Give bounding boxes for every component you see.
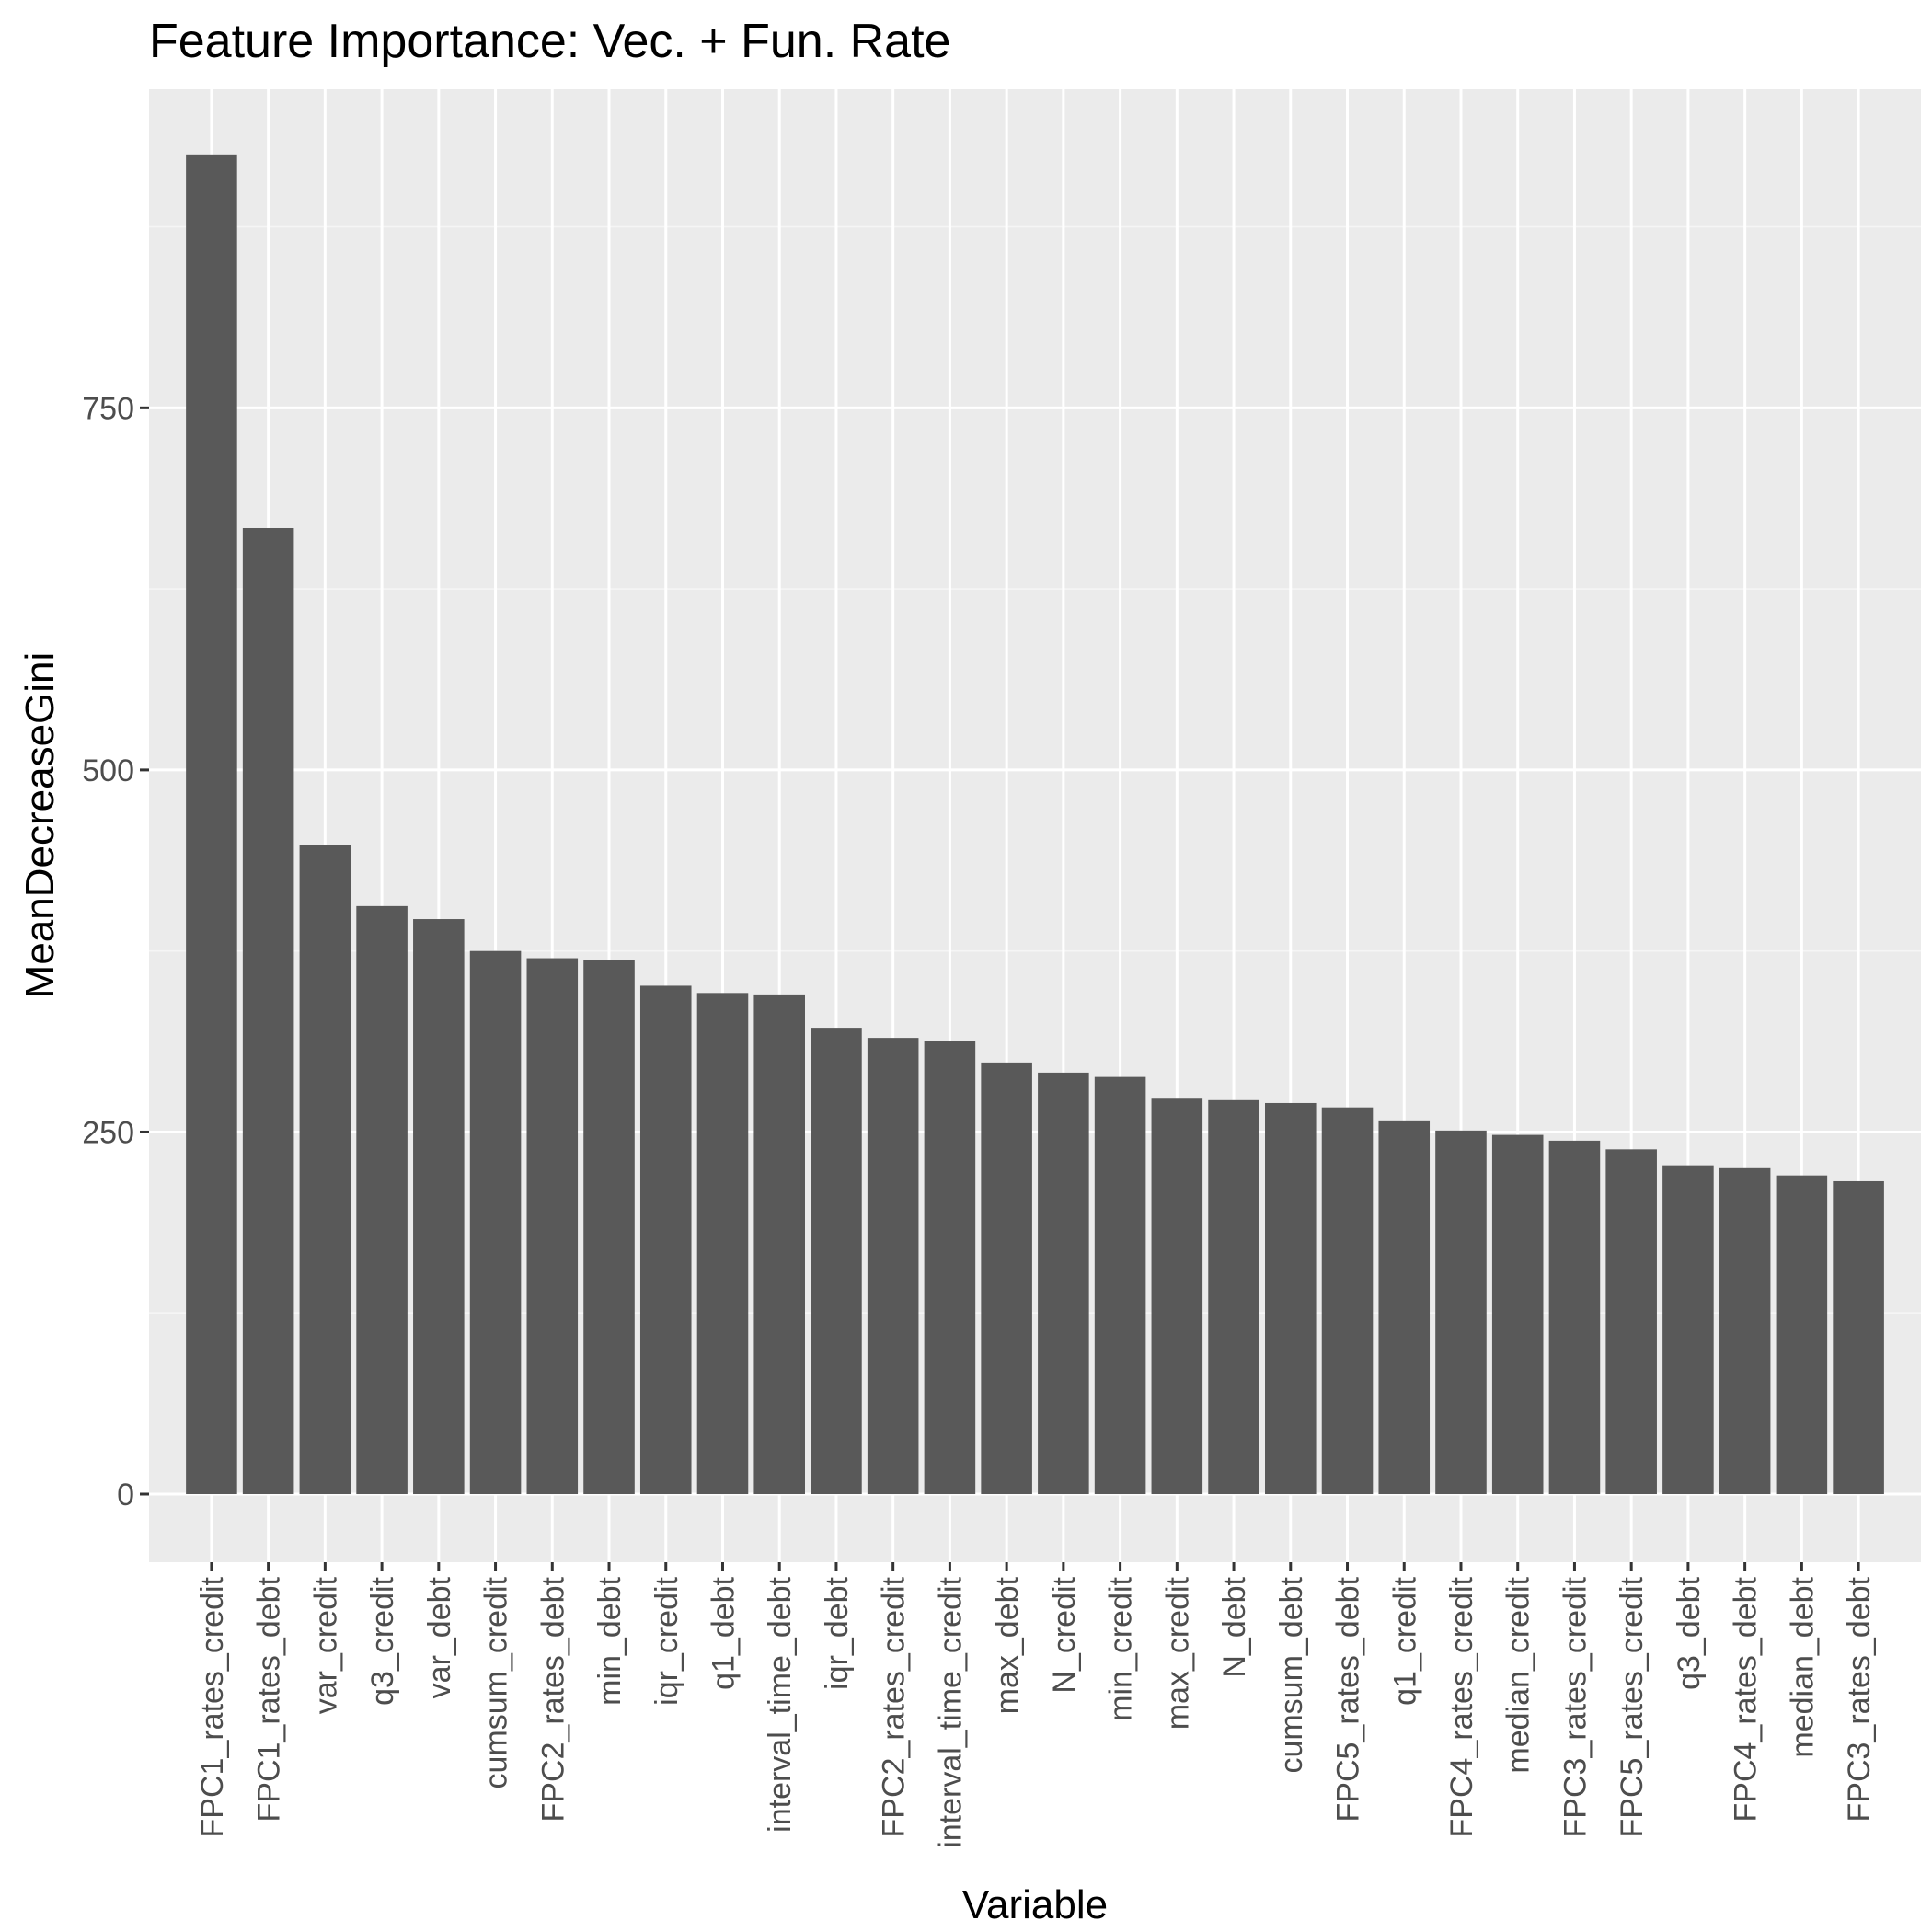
bar-FPC1_rates_debt: [242, 527, 294, 1495]
x-tick-label: N_credit: [1047, 1576, 1082, 1693]
bar-FPC5_rates_debt: [1321, 1107, 1374, 1495]
chart-title: Feature Importance: Vec. + Fun. Rate: [149, 15, 950, 68]
x-tick-label: cumsum_debt: [1274, 1576, 1309, 1773]
x-tick-label: cumsum_credit: [479, 1576, 514, 1788]
bar-q3_debt: [1662, 1165, 1714, 1495]
x-tick-label: iqr_credit: [650, 1576, 684, 1705]
x-tick-label: FPC3_rates_credit: [1558, 1576, 1593, 1837]
bar-min_debt: [583, 960, 635, 1495]
x-tick-label: median_debt: [1785, 1576, 1820, 1757]
x-axis-title: Variable: [962, 1882, 1108, 1927]
x-tick-label: q3_credit: [365, 1576, 400, 1705]
bar-iqr_debt: [811, 1028, 862, 1495]
bar-cumsum_credit: [469, 950, 522, 1495]
x-tick-label: FPC2_rates_debt: [535, 1576, 570, 1822]
bar-q3_credit: [356, 905, 408, 1495]
x-tick-label: min_debt: [592, 1576, 627, 1705]
y-tick-label: 0: [117, 1478, 134, 1512]
bar-q1_credit: [1378, 1120, 1431, 1495]
x-tick-label: q3_debt: [1672, 1576, 1707, 1689]
x-tick-label: FPC2_rates_credit: [877, 1576, 912, 1837]
bar-max_credit: [1151, 1098, 1203, 1495]
x-tick-label: FPC1_rates_debt: [252, 1576, 287, 1822]
bar-interval_time_debt: [753, 994, 805, 1495]
y-axis-title: MeanDecreaseGini: [17, 652, 63, 999]
bar-FPC1_rates_credit: [186, 154, 237, 1495]
bars: [186, 154, 1884, 1495]
x-tick-label: max_debt: [990, 1576, 1025, 1714]
x-tick-label: N_debt: [1217, 1576, 1252, 1677]
bar-FPC2_rates_credit: [867, 1038, 919, 1495]
x-tick-label: interval_time_debt: [763, 1576, 798, 1832]
bar-N_credit: [1038, 1072, 1089, 1495]
y-tick-label: 750: [82, 391, 134, 426]
x-tick-label: q1_debt: [706, 1576, 741, 1689]
bar-FPC3_rates_credit: [1548, 1140, 1601, 1495]
x-tick-label: FPC4_rates_debt: [1729, 1576, 1764, 1822]
bar-cumsum_debt: [1265, 1102, 1317, 1495]
bar-var_credit: [299, 845, 351, 1495]
bar-FPC3_rates_debt: [1833, 1180, 1884, 1495]
x-tick-label: iqr_debt: [820, 1576, 855, 1689]
bar-FPC4_rates_credit: [1435, 1130, 1487, 1495]
x-tick-label: FPC5_rates_debt: [1331, 1576, 1366, 1822]
bar-min_credit: [1094, 1076, 1146, 1495]
x-tick-label: var_credit: [308, 1576, 343, 1714]
x-tick-label: median_credit: [1501, 1576, 1536, 1773]
bar-FPC2_rates_debt: [526, 958, 579, 1495]
x-tick-label: var_debt: [422, 1576, 457, 1698]
y-axis: 0 250 500 750: [82, 391, 149, 1512]
x-axis: FPC1_rates_credit FPC1_rates_debt var_cred…: [195, 1562, 1877, 1848]
x-tick-label: FPC5_rates_credit: [1615, 1576, 1650, 1837]
x-tick-label: interval_time_credit: [933, 1576, 968, 1847]
bar-median_credit: [1491, 1134, 1544, 1495]
bar-iqr_credit: [639, 985, 692, 1495]
bar-q1_debt: [696, 993, 749, 1495]
bar-median_debt: [1776, 1175, 1828, 1495]
x-tick-label: max_credit: [1160, 1576, 1195, 1730]
y-tick-label: 500: [82, 753, 134, 788]
x-tick-label: FPC3_rates_debt: [1842, 1576, 1877, 1822]
x-tick-label: min_credit: [1104, 1576, 1139, 1720]
y-tick-label: 250: [82, 1115, 134, 1150]
bar-FPC4_rates_debt: [1719, 1167, 1771, 1495]
x-tick-label: FPC1_rates_credit: [195, 1576, 230, 1837]
x-tick-label: q1_credit: [1387, 1576, 1422, 1705]
bar-N_debt: [1208, 1099, 1259, 1495]
bar-interval_time_credit: [924, 1041, 976, 1495]
bar-max_debt: [981, 1062, 1032, 1495]
bar-var_debt: [413, 919, 465, 1495]
bar-FPC5_rates_credit: [1605, 1149, 1657, 1495]
x-tick-label: FPC4_rates_credit: [1444, 1576, 1479, 1837]
